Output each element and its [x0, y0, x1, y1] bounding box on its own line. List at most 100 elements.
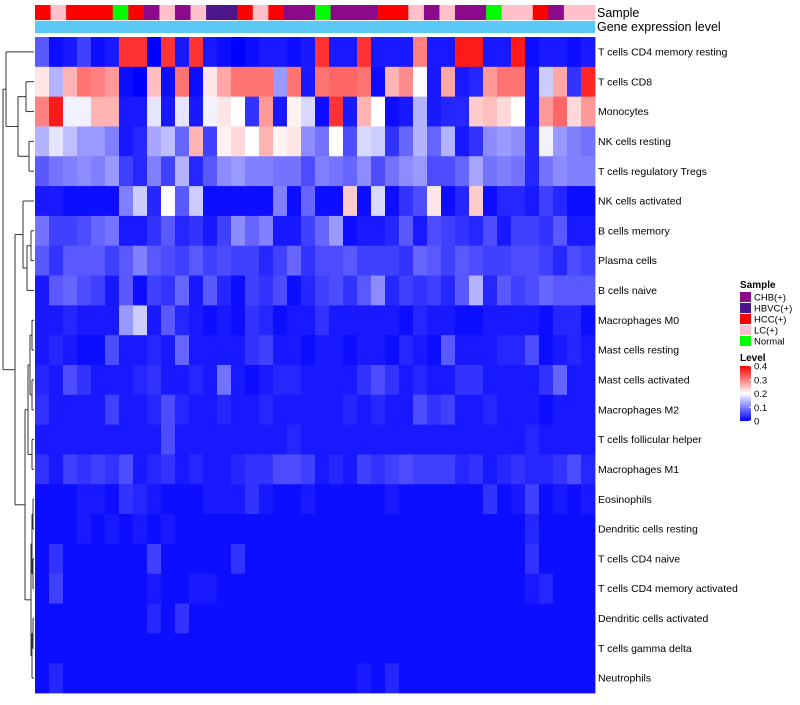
- heatmap-cell: [91, 186, 106, 217]
- heatmap-cell: [483, 514, 498, 545]
- heatmap-cell: [259, 186, 274, 217]
- heatmap-cell: [357, 484, 372, 515]
- heatmap-cell: [119, 335, 134, 366]
- heatmap-cell: [469, 126, 484, 157]
- heatmap-cell: [49, 37, 64, 68]
- heatmap-cell: [147, 394, 162, 426]
- heatmap-cell: [63, 484, 78, 515]
- heatmap-cell: [343, 603, 358, 634]
- heatmap-cell: [35, 96, 50, 127]
- heatmap-cell: [455, 96, 470, 127]
- sample-track-cell: [517, 5, 534, 20]
- heatmap-cell: [413, 514, 428, 545]
- heatmap-cell: [511, 305, 526, 336]
- heatmap-cell: [483, 454, 498, 485]
- heatmap-cell: [469, 394, 484, 426]
- heatmap-cell: [525, 37, 540, 68]
- heatmap-cell: [525, 514, 540, 545]
- heatmap-cell: [553, 543, 568, 575]
- heatmap-cell: [259, 633, 274, 664]
- row-label: Mast cells activated: [598, 375, 690, 387]
- heatmap-cell: [287, 245, 302, 276]
- heatmap-cell: [63, 663, 78, 694]
- heatmap-cell: [147, 245, 162, 276]
- heatmap-cell: [49, 514, 64, 545]
- heatmap-cell: [49, 305, 64, 336]
- heatmap-cell: [371, 573, 386, 604]
- heatmap-cell: [553, 275, 568, 306]
- heatmap-cell: [273, 126, 288, 157]
- heatmap-cell: [91, 573, 106, 604]
- heatmap-cell: [231, 454, 246, 485]
- heatmap-cell: [49, 633, 64, 664]
- heatmap-cell: [357, 96, 372, 127]
- heatmap-cell: [525, 365, 540, 396]
- heatmap-cell: [399, 245, 414, 276]
- heatmap-cell: [77, 156, 92, 187]
- heatmap-cell: [35, 394, 50, 426]
- heatmap-cell: [511, 156, 526, 187]
- heatmap-cell: [161, 96, 176, 127]
- heatmap-cell: [119, 633, 134, 664]
- heatmap-cell: [483, 215, 498, 247]
- heatmap-cell: [525, 305, 540, 336]
- heatmap-cell: [105, 424, 120, 455]
- heatmap-cell: [287, 573, 302, 604]
- heatmap-cell: [91, 424, 106, 455]
- row-label: T cells follicular helper: [598, 434, 702, 446]
- heatmap-cell: [413, 633, 428, 664]
- heatmap-cell: [133, 603, 148, 634]
- heatmap-cell: [469, 186, 484, 217]
- heatmap-cell: [525, 394, 540, 426]
- heatmap-cell: [399, 603, 414, 634]
- heatmap-cell: [161, 543, 176, 575]
- heatmap-cell: [133, 126, 148, 157]
- heatmap-cell: [301, 156, 316, 187]
- heatmap-cell: [357, 37, 372, 68]
- heatmap-cell: [77, 484, 92, 515]
- heatmap-cell: [399, 424, 414, 455]
- heatmap-cell: [301, 514, 316, 545]
- heatmap-cell: [245, 663, 260, 694]
- heatmap-cell: [287, 514, 302, 545]
- heatmap-cell: [497, 37, 512, 68]
- heatmap-cell: [469, 156, 484, 187]
- sample-track-cell: [501, 5, 518, 20]
- heatmap-cell: [105, 215, 120, 247]
- sample-track-cell: [579, 5, 596, 20]
- heatmap-cell: [133, 365, 148, 396]
- heatmap-cell: [539, 633, 554, 664]
- heatmap-cell: [455, 305, 470, 336]
- heatmap-cell: [483, 543, 498, 575]
- heatmap-cell: [539, 573, 554, 604]
- heatmap-cell: [553, 245, 568, 276]
- heatmap-cell: [119, 484, 134, 515]
- heatmap-cell: [525, 66, 540, 98]
- heatmap-cell: [105, 275, 120, 306]
- row-label: NK cells resting: [598, 136, 671, 148]
- heatmap-cell: [497, 245, 512, 276]
- heatmap-cell: [77, 126, 92, 157]
- heatmap-cell: [161, 215, 176, 247]
- heatmap-cell: [119, 96, 134, 127]
- heatmap-cell: [63, 305, 78, 336]
- heatmap-cell: [497, 663, 512, 694]
- sample-track-cell: [455, 5, 471, 20]
- heatmap-cell: [455, 335, 470, 366]
- heatmap-cell: [203, 215, 218, 247]
- heatmap-cell: [63, 394, 78, 426]
- heatmap-cell: [525, 543, 540, 575]
- heatmap-cell: [329, 603, 344, 634]
- heatmap-cell: [497, 96, 512, 127]
- sample-legend-label: LC(+): [754, 326, 778, 337]
- heatmap-cell: [161, 394, 176, 426]
- heatmap-cell: [357, 335, 372, 366]
- heatmap-cell: [217, 603, 232, 634]
- heatmap-cell: [441, 543, 456, 575]
- sample-track-cell: [470, 5, 487, 20]
- heatmap-cell: [399, 305, 414, 336]
- heatmap-cell: [399, 543, 414, 575]
- heatmap-cell: [455, 633, 470, 664]
- heatmap-cell: [441, 245, 456, 276]
- heatmap-cell: [581, 66, 596, 98]
